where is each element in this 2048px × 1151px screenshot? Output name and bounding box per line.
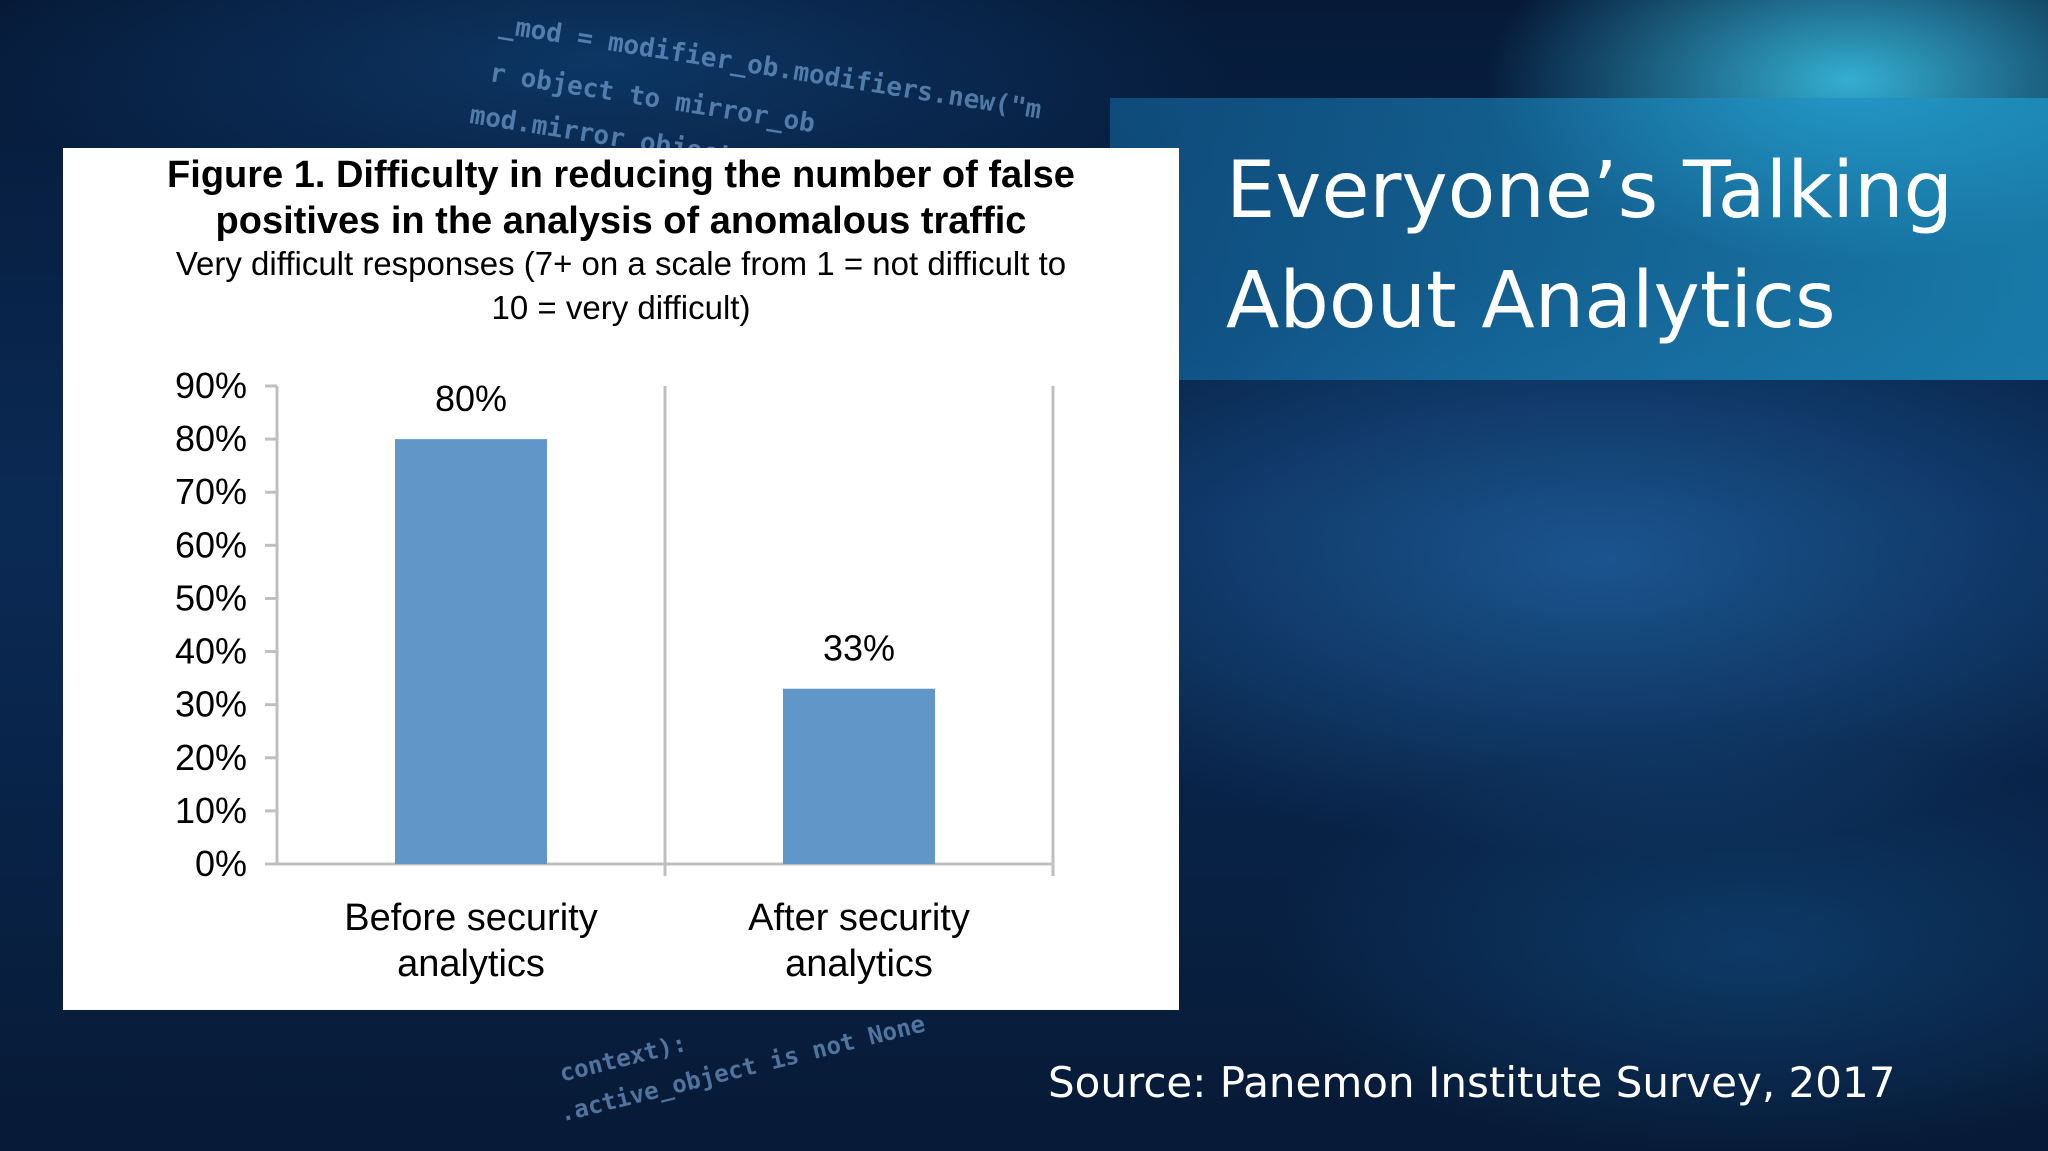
y-tick-label: 50% (175, 577, 247, 618)
x-tick-label: After security (748, 897, 970, 939)
title-band (1110, 98, 2048, 380)
bar-chart: 0% 10% 20% 30% 40% 50% 60% 70% 80% 90% 80% Before s… (175, 365, 1055, 985)
y-tick-label: 80% (175, 418, 247, 459)
chart-subtitle-line-1: Very difficult responses (7+ on a scale … (175, 245, 1067, 282)
figure-card: Figure 1. Difficulty in reducing the num… (63, 148, 1179, 1010)
slide-title-line-1: Everyone’s Talking (1226, 146, 1954, 236)
y-tick-label: 70% (175, 471, 247, 512)
slide-title: Everyone’s Talking About Analytics (1226, 136, 2006, 356)
source-citation: Source: Panemon Institute Survey, 2017 (1048, 1058, 1896, 1107)
chart-title-line-2: positives in the analysis of anomalous t… (215, 200, 1027, 242)
y-tick-label: 0% (195, 843, 247, 884)
x-tick-label: analytics (397, 943, 545, 985)
slide-title-line-2: About Analytics (1226, 256, 1836, 346)
x-tick-label: analytics (785, 943, 933, 985)
y-tick-label: 10% (175, 790, 247, 831)
y-tick-label: 40% (175, 631, 247, 672)
data-label: 80% (435, 378, 507, 419)
bar (395, 439, 547, 864)
y-tick-label: 20% (175, 737, 247, 778)
chart-subtitle-line-2: 10 = very difficult) (491, 289, 751, 326)
data-label: 33% (823, 628, 895, 669)
y-tick-label: 60% (175, 524, 247, 565)
chart-title-line-1: Figure 1. Difficulty in reducing the num… (167, 154, 1075, 196)
chart-subtitle: Very difficult responses (7+ on a scale … (63, 242, 1179, 330)
y-tick-label: 30% (175, 684, 247, 725)
x-tick-label: Before security (344, 897, 597, 939)
bar (783, 688, 935, 864)
chart-title: Figure 1. Difficulty in reducing the num… (63, 152, 1179, 244)
y-tick-label: 90% (175, 365, 247, 406)
